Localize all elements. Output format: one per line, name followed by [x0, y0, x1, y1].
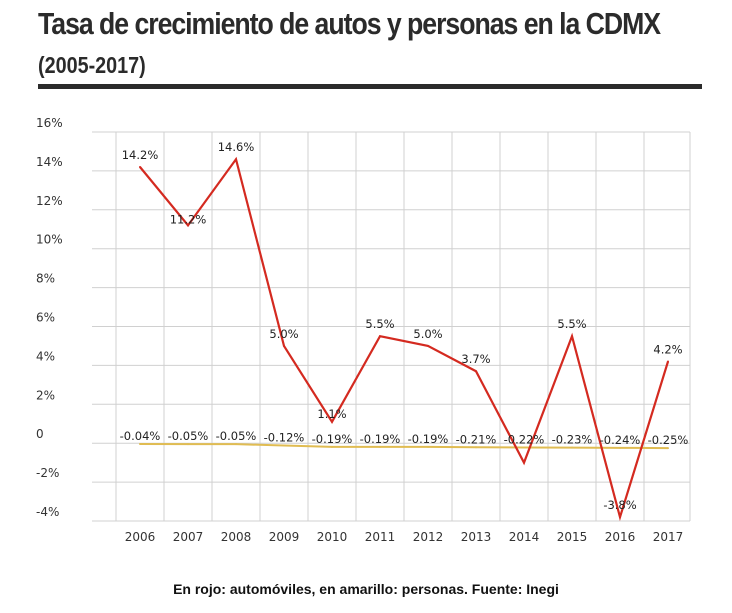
x-tick-label: 2011 [365, 530, 396, 544]
data-point [187, 224, 189, 227]
chart-caption: En rojo: automóviles, en amarillo: perso… [173, 581, 559, 597]
y-tick-label: 6% [36, 311, 55, 325]
data-label: 14.2% [122, 148, 159, 162]
data-label: 14.6% [218, 140, 255, 154]
x-tick-label: 2017 [653, 530, 684, 544]
y-tick-label: 2% [36, 388, 55, 402]
data-point [619, 446, 621, 449]
x-tick-label: 2013 [461, 530, 492, 544]
data-label: 5.0% [269, 327, 298, 341]
data-label: -0.21% [456, 432, 497, 446]
data-label: -0.22% [504, 432, 545, 446]
data-point [187, 443, 189, 446]
data-point [235, 158, 237, 161]
data-label: -0.25% [648, 433, 689, 447]
x-tick-label: 2008 [221, 530, 252, 544]
data-point [139, 442, 141, 445]
data-point [283, 344, 285, 347]
y-tick-label: -4% [36, 505, 59, 519]
data-point [139, 166, 141, 169]
title-divider [38, 84, 702, 89]
data-label: -0.23% [552, 433, 593, 447]
data-point [619, 516, 621, 519]
x-tick-label: 2010 [317, 530, 348, 544]
data-label: 11.2% [170, 212, 207, 226]
data-point [523, 446, 525, 449]
series-line-autos [139, 156, 670, 522]
data-point [667, 360, 669, 363]
data-point [475, 370, 477, 373]
data-point [667, 447, 669, 450]
data-point [235, 443, 237, 446]
x-tick-label: 2012 [413, 530, 444, 544]
data-label: -0.19% [360, 432, 401, 446]
y-tick-label: 4% [36, 349, 55, 363]
y-tick-label: 8% [36, 272, 55, 286]
x-tick-label: 2006 [125, 530, 156, 544]
y-tick-label: 12% [36, 194, 63, 208]
data-label: 5.5% [557, 317, 586, 331]
data-point [571, 335, 573, 338]
data-point [427, 344, 429, 347]
y-tick-label: 16% [36, 116, 63, 130]
data-label: -0.05% [168, 429, 209, 443]
data-point [331, 445, 333, 448]
data-label: -3.8% [603, 498, 636, 512]
chart-subtitle: (2005-2017) [38, 52, 146, 78]
data-point [283, 444, 285, 447]
data-label: -0.19% [408, 432, 449, 446]
series-line-personas [139, 442, 669, 450]
data-point [379, 335, 381, 338]
x-tick-label: 2015 [557, 530, 588, 544]
data-label: -0.24% [600, 433, 641, 447]
data-label: 1.1% [317, 407, 346, 421]
data-label: -0.05% [216, 429, 257, 443]
data-point [523, 461, 525, 464]
y-tick-label: 14% [36, 155, 63, 169]
y-tick-label: 0 [36, 427, 44, 441]
x-tick-label: 2007 [173, 530, 204, 544]
data-label: -0.12% [264, 431, 305, 445]
data-point [379, 445, 381, 448]
data-label: -0.19% [312, 432, 353, 446]
data-label: 3.7% [461, 352, 490, 366]
y-tick-label: -2% [36, 466, 59, 480]
chart-title: Tasa de crecimiento de autos y personas … [38, 6, 661, 41]
data-label: 4.2% [653, 343, 682, 357]
data-point [331, 420, 333, 423]
x-tick-label: 2016 [605, 530, 636, 544]
data-label: 5.5% [365, 317, 394, 331]
data-point [475, 446, 477, 449]
x-tick-label: 2014 [509, 530, 540, 544]
x-tick-label: 2009 [269, 530, 300, 544]
data-label: 5.0% [413, 327, 442, 341]
data-label: -0.04% [120, 429, 161, 443]
data-point [427, 445, 429, 448]
data-point [571, 446, 573, 449]
y-tick-label: 10% [36, 233, 63, 247]
